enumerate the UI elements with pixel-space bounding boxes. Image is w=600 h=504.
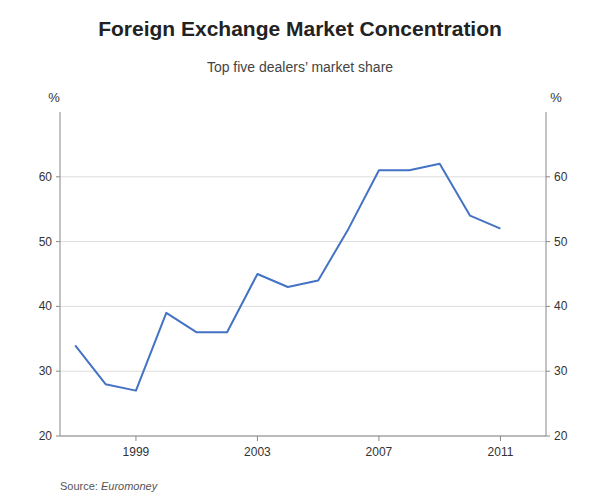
y2-tick-label: 20	[554, 429, 568, 443]
x-tick-label: 2003	[244, 445, 271, 459]
source: Source: Euromoney	[60, 480, 159, 492]
y2-tick-label: 50	[554, 235, 568, 249]
x-tick	[135, 436, 136, 441]
grid-line	[60, 436, 546, 437]
y-tick-label: 20	[39, 429, 53, 443]
x-tick	[500, 436, 501, 441]
y2-tick-label: 40	[554, 299, 568, 313]
line	[75, 164, 500, 391]
y-tick	[56, 371, 60, 372]
title: Foreign Exchange Market Concentration	[98, 17, 502, 40]
y2-tick-label: 30	[554, 364, 568, 378]
y2-tick-label: 60	[554, 170, 568, 184]
x-tick-label: 1999	[123, 445, 150, 459]
y-tick	[56, 176, 60, 177]
y-tick-label: 50	[39, 235, 53, 249]
y-tick	[56, 241, 60, 242]
axes: 20 30 40 50 60 20 30 40 50 60 1999 2003 2007 2011	[39, 112, 568, 459]
plot-area	[75, 164, 500, 391]
y2-tick	[546, 371, 550, 372]
y-tick-label: 40	[39, 299, 53, 313]
y-tick-label: 60	[39, 170, 53, 184]
source-prefix: Source:	[60, 480, 101, 492]
source-name: Euromoney	[101, 480, 159, 492]
grid-line	[60, 176, 546, 177]
y2-axis-line	[546, 112, 547, 436]
y2-tick	[546, 176, 550, 177]
grid-line	[60, 241, 546, 242]
chart: Foreign Exchange Market Concentration Top…	[0, 0, 600, 504]
y-axis-line	[60, 112, 61, 436]
x-tick-label: 2007	[366, 445, 393, 459]
grid-line	[60, 306, 546, 307]
grid	[60, 177, 546, 436]
y2-axis-label: %	[550, 90, 562, 105]
x-axis-line	[60, 436, 546, 437]
y-axis-label: %	[48, 90, 60, 105]
x-tick-label: 2011	[488, 445, 514, 459]
y2-tick	[546, 306, 550, 307]
y-tick	[56, 436, 60, 437]
grid-line	[60, 371, 546, 372]
y2-tick	[546, 241, 550, 242]
x-tick	[257, 436, 258, 441]
y2-tick	[546, 436, 550, 437]
y-tick	[56, 306, 60, 307]
x-tick	[378, 436, 379, 441]
subtitle: Top five dealers’ market share	[207, 59, 393, 75]
y-tick-label: 30	[39, 364, 53, 378]
